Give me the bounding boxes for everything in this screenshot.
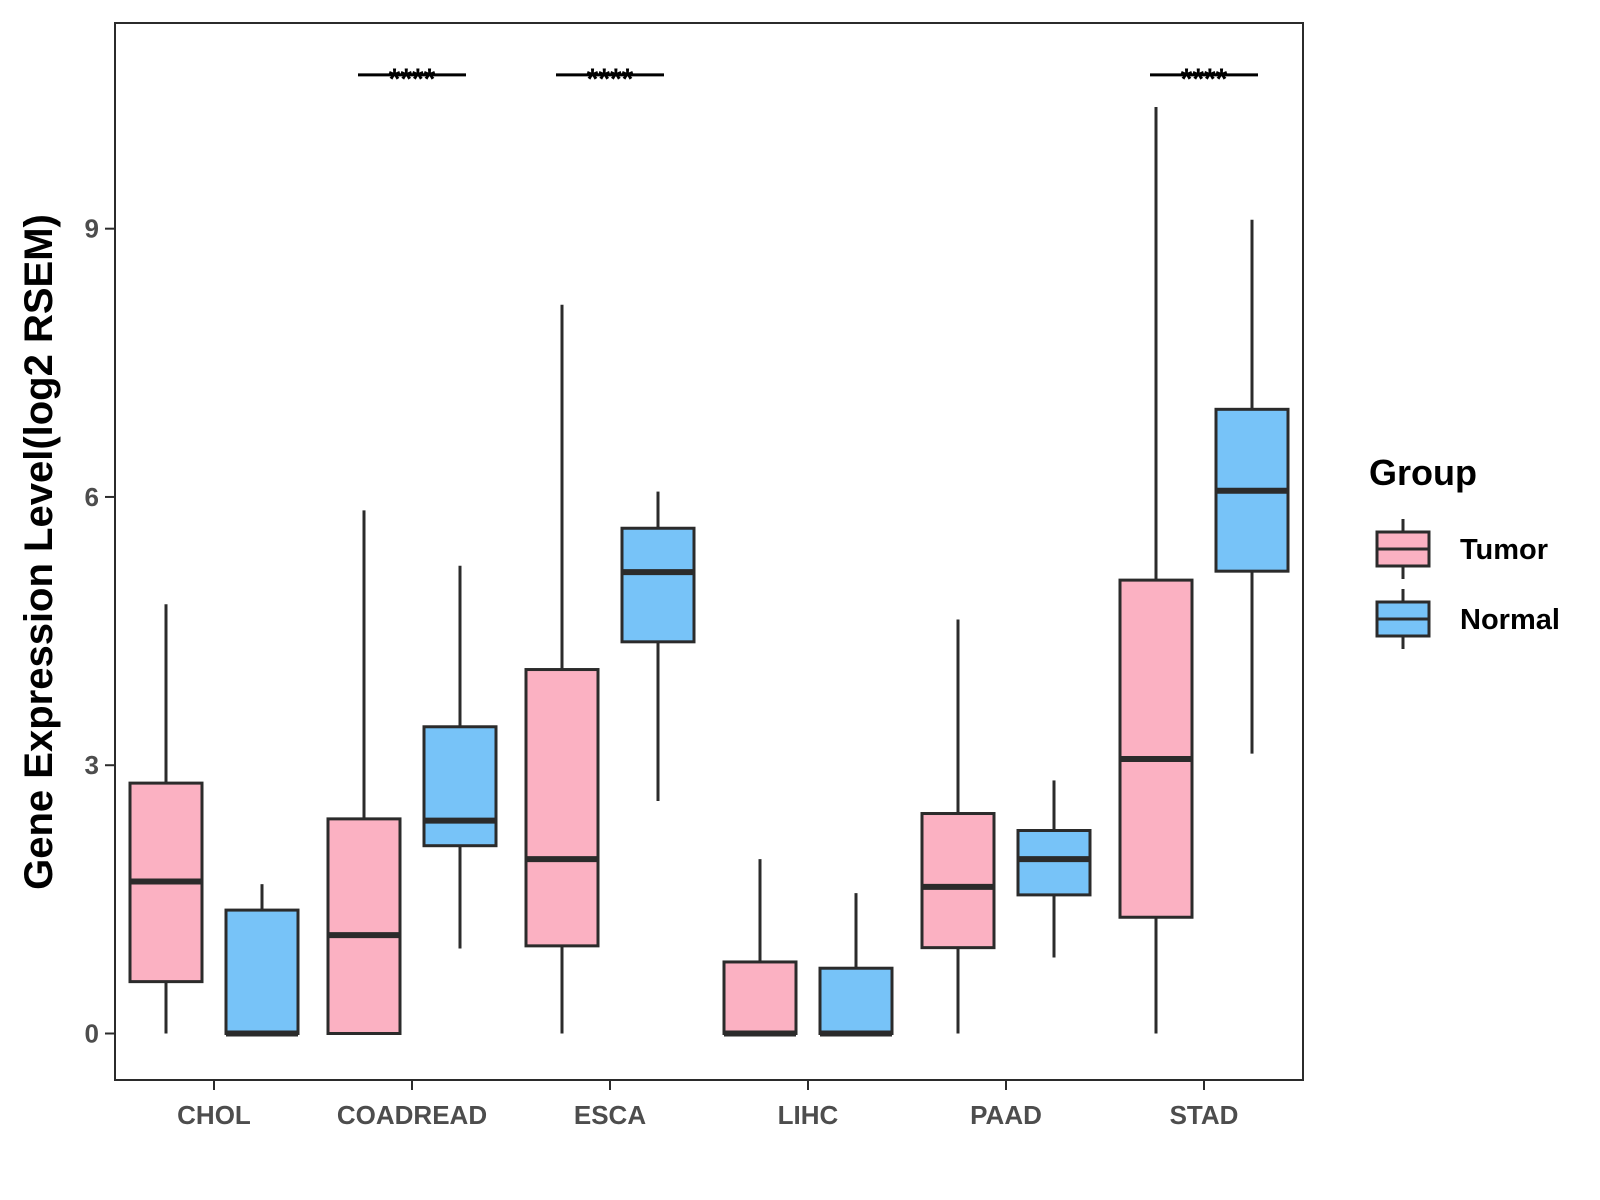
x-tick-label: LIHC xyxy=(778,1100,839,1130)
sig-bracket-esca: **** xyxy=(556,63,664,96)
legend-item-tumor: Tumor xyxy=(1375,519,1548,579)
x-tick-label: PAAD xyxy=(970,1100,1042,1130)
sig-label: **** xyxy=(389,63,436,96)
box-iqr xyxy=(620,526,696,644)
box-chol-normal xyxy=(224,884,300,1037)
x-tick-label: CHOL xyxy=(177,1100,251,1130)
box-paad-tumor xyxy=(920,619,996,1034)
boxes-layer xyxy=(128,107,1290,1037)
y-axis: 0 3 6 9 xyxy=(85,214,115,1048)
box-chol-tumor xyxy=(128,604,204,1034)
x-tick-label: COADREAD xyxy=(337,1100,487,1130)
box-paad-normal xyxy=(1016,780,1092,958)
box-iqr xyxy=(818,966,894,1035)
box-coadread-tumor xyxy=(326,510,402,1035)
y-tick-label: 0 xyxy=(85,1018,99,1048)
x-tick-label: STAD xyxy=(1170,1100,1239,1130)
legend-label: Tumor xyxy=(1460,534,1548,566)
box-iqr xyxy=(1016,829,1092,897)
box-stad-normal xyxy=(1214,219,1290,754)
significance-annotations: **** **** **** xyxy=(358,63,1258,96)
box-iqr xyxy=(326,817,402,1035)
legend-title: Group xyxy=(1369,452,1477,493)
x-tick-label: ESCA xyxy=(574,1100,646,1130)
box-lihc-tumor xyxy=(722,859,798,1037)
legend-item-normal: Normal xyxy=(1375,589,1560,649)
sig-bracket-coadread: **** xyxy=(358,63,466,96)
y-tick-label: 3 xyxy=(85,750,99,780)
sig-label: **** xyxy=(1181,63,1228,96)
box-lihc-normal xyxy=(818,893,894,1037)
box-coadread-normal xyxy=(422,565,498,949)
y-axis-title: Gene Expression Level(log2 RSEM) xyxy=(17,214,61,890)
box-iqr xyxy=(524,668,600,948)
legend-label: Normal xyxy=(1460,604,1560,636)
x-axis: CHOL COADREAD ESCA LIHC PAAD STAD xyxy=(177,1080,1238,1130)
sig-label: **** xyxy=(587,63,634,96)
box-esca-normal xyxy=(620,491,696,801)
panel-border xyxy=(114,22,1304,1081)
box-iqr xyxy=(224,908,300,1035)
box-esca-tumor xyxy=(524,304,600,1034)
box-iqr xyxy=(1118,578,1194,919)
legend: Group Tumor Normal xyxy=(1369,452,1560,649)
box-iqr xyxy=(920,812,996,950)
sig-bracket-stad: **** xyxy=(1150,63,1258,96)
box-iqr xyxy=(722,960,798,1035)
box-iqr xyxy=(422,725,498,848)
box-stad-tumor xyxy=(1118,107,1194,1034)
y-tick-label: 9 xyxy=(85,214,99,244)
y-tick-label: 6 xyxy=(85,482,99,512)
